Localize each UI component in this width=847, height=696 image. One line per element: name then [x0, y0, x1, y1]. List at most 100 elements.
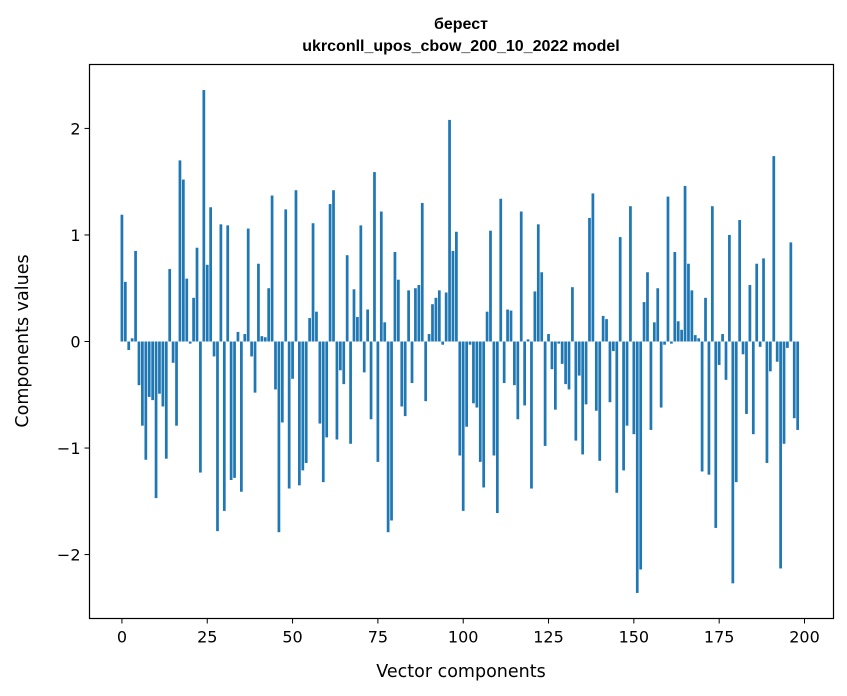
bar-component-181	[738, 220, 742, 342]
bar-component-2	[127, 341, 131, 351]
x-tick-label: 75	[368, 628, 388, 647]
x-tick-label: 50	[282, 628, 302, 647]
chart-title-line2: ukrconll_upos_cbow_200_10_2022 model	[302, 38, 619, 55]
bar-component-5	[137, 341, 141, 386]
bar-component-138	[591, 193, 595, 342]
bar-component-195	[786, 341, 789, 348]
bar-component-158	[659, 341, 663, 408]
bar-component-177	[724, 341, 728, 380]
bar-component-108	[489, 230, 492, 342]
bar-component-33	[233, 341, 236, 478]
bar-component-192	[775, 341, 779, 362]
bar-component-174	[714, 341, 718, 528]
bar-component-48	[284, 209, 288, 342]
bar-component-187	[758, 341, 762, 347]
bar-component-63	[335, 341, 339, 440]
bar-component-112	[502, 341, 506, 384]
bar-component-121	[533, 291, 537, 342]
bar-component-83	[403, 341, 407, 417]
plot-frame	[88, 63, 835, 620]
bar-component-149	[629, 206, 632, 342]
bar-component-6	[141, 341, 144, 426]
bar-component-120	[530, 341, 533, 489]
bar-component-25	[205, 264, 209, 342]
bar-component-64	[338, 341, 342, 371]
bar-component-109	[492, 341, 496, 456]
bar-component-37	[246, 228, 250, 342]
bar-component-42	[263, 337, 267, 342]
chart-title-line1: берест	[434, 16, 488, 33]
bar-component-77	[383, 322, 387, 342]
bar-component-58	[318, 341, 322, 424]
bar-component-13	[164, 341, 168, 459]
bar-component-57	[315, 311, 318, 342]
bar-component-14	[168, 269, 172, 342]
bar-component-139	[594, 341, 598, 411]
bar-component-124	[543, 341, 547, 446]
bar-component-126	[550, 341, 554, 370]
bar-component-51	[294, 190, 298, 342]
bar-component-96	[448, 119, 451, 342]
x-tick-label: 25	[197, 628, 217, 647]
bar-component-47	[280, 341, 284, 423]
bar-component-198	[796, 341, 800, 430]
bar-component-118	[523, 341, 526, 406]
y-tick-label: 1	[70, 226, 80, 245]
bar-component-85	[410, 341, 414, 384]
bar-component-73	[369, 341, 373, 420]
bar-component-89	[424, 341, 428, 402]
bar-component-72	[366, 309, 370, 342]
bar-component-28	[216, 341, 219, 532]
bar-component-105	[478, 341, 482, 462]
bar-component-56	[311, 223, 315, 342]
x-tick-label: 0	[117, 628, 127, 647]
bar-component-69	[356, 317, 359, 342]
bar-component-129	[560, 341, 564, 364]
bar-component-119	[526, 339, 530, 342]
bar-component-66	[345, 255, 349, 342]
bar-component-141	[601, 315, 605, 342]
bar-component-122	[536, 224, 540, 342]
x-tick-label: 175	[704, 628, 735, 647]
bar-component-98	[455, 231, 458, 342]
x-tick-label: 200	[789, 628, 820, 647]
bar-component-157	[656, 288, 660, 342]
bar-component-74	[373, 172, 376, 342]
bar-component-92	[434, 297, 438, 342]
bar-component-148	[625, 341, 629, 426]
bar-component-123	[540, 272, 544, 342]
bar-component-175	[717, 341, 721, 365]
bar-component-193	[779, 341, 782, 569]
bar-component-176	[721, 334, 724, 342]
bar-component-29	[219, 224, 223, 342]
bar-component-103	[472, 341, 475, 404]
bar-component-82	[400, 341, 404, 407]
bar-component-54	[304, 341, 308, 463]
bar-component-159	[663, 341, 666, 345]
bar-component-154	[646, 272, 649, 342]
bar-component-135	[581, 341, 585, 455]
bar-component-104	[475, 341, 479, 408]
bar-component-86	[414, 288, 417, 342]
bar-component-179	[731, 341, 735, 584]
bar-component-71	[362, 341, 366, 373]
bar-component-0	[120, 214, 124, 342]
bar-component-15	[171, 341, 175, 363]
bar-component-59	[321, 341, 325, 483]
bar-component-19	[185, 278, 189, 342]
bar-component-8	[147, 341, 151, 397]
bar-component-106	[482, 341, 486, 488]
bar-component-18	[181, 179, 185, 342]
bar-component-115	[513, 341, 516, 386]
y-tick-label: 0	[70, 333, 80, 352]
bar-component-113	[506, 309, 509, 342]
bar-component-16	[175, 341, 178, 426]
bar-component-84	[407, 290, 410, 342]
bar-component-172	[707, 341, 711, 475]
y-tick-label: −2	[57, 546, 81, 565]
bar-component-3	[130, 338, 134, 342]
bar-component-55	[308, 318, 311, 342]
bar-component-136	[584, 341, 588, 405]
bar-component-188	[762, 258, 765, 342]
